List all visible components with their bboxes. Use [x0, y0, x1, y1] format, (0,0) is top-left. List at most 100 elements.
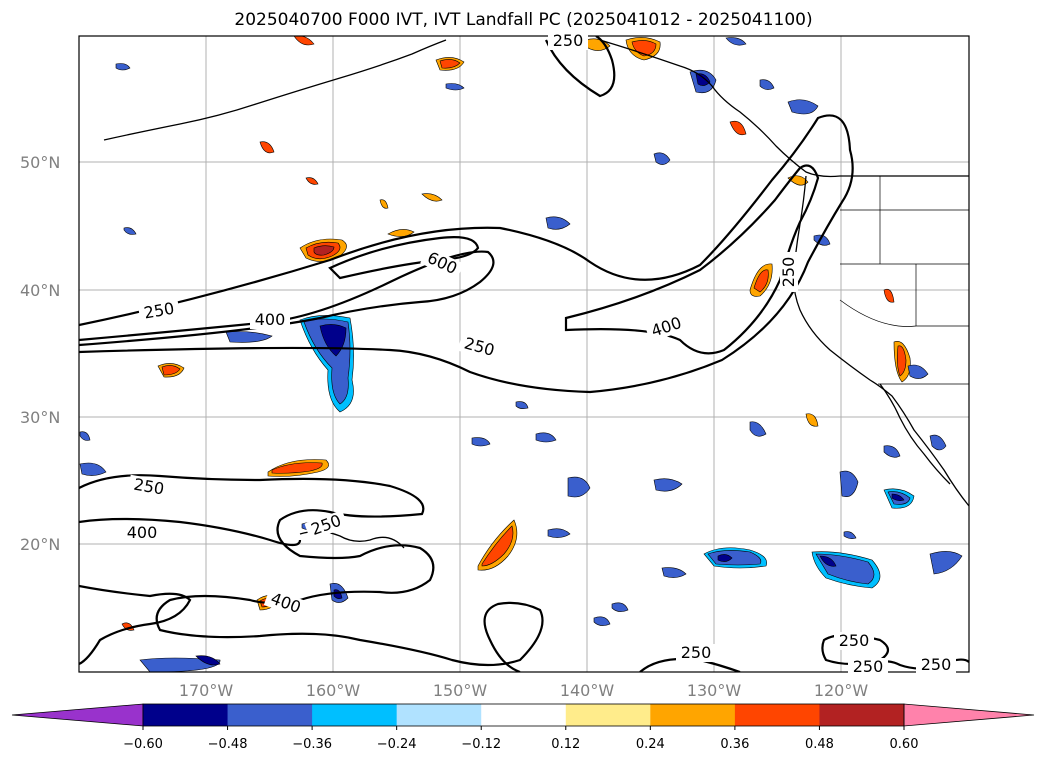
contour-label-bg [137, 298, 181, 324]
pos-blob [753, 269, 769, 293]
alaska-coast [599, 39, 969, 178]
colorbar-tick-label: −0.48 [208, 737, 248, 752]
contour-label-bg [122, 524, 162, 542]
contour-400-south [79, 517, 302, 547]
contour-label: 400 [127, 523, 158, 542]
lon-label-120: 120°W [814, 681, 869, 700]
neg-blob [653, 152, 671, 165]
contour-250-main [79, 114, 854, 394]
colorbar-tick-label: −0.12 [461, 737, 501, 752]
pos-blob [805, 413, 819, 427]
contour-label: 250 [839, 631, 870, 650]
pos-blob [259, 141, 275, 154]
colorbar-segment [734, 704, 820, 726]
colorbar-tick-label: 0.12 [551, 737, 580, 752]
lat-label-50: 50°N [20, 153, 60, 172]
pos-blob [387, 229, 415, 237]
pos-blob [481, 525, 514, 567]
neg-blob [471, 437, 491, 447]
pos-blob [379, 199, 389, 209]
contour-label-bg [420, 246, 465, 281]
aleutian-islands [103, 39, 447, 141]
neg-blob [115, 63, 131, 71]
contour-250-south [79, 474, 544, 672]
colorbar: −0.60 −0.48 −0.36 −0.24 −0.12 0.12 0.24 0.36 0.4… [11, 703, 1035, 752]
neg-blob [661, 567, 687, 578]
colorbar-segment [481, 704, 567, 726]
contour-label-bg [263, 588, 308, 619]
neg-blob [611, 602, 629, 612]
neg-blob [593, 616, 611, 626]
neg-blob [547, 528, 571, 538]
colorbar-segment [227, 704, 313, 726]
colorbar-frame [142, 703, 905, 727]
colorbar-segment [312, 704, 398, 726]
lat-label-30: 30°N [20, 408, 60, 427]
pos-blob [439, 59, 461, 69]
colorbar-tick-label: 0.24 [636, 737, 665, 752]
colorbar-tick-label: −0.36 [292, 737, 332, 752]
neg-blob [759, 79, 775, 90]
contour-label-bg [457, 333, 501, 362]
colorbar-tick-label: 0.48 [805, 737, 834, 752]
contour-label-bg [127, 474, 171, 500]
state-borders [839, 176, 969, 327]
contour-label-bg [644, 312, 689, 342]
colorbar-tick-label: −0.60 [123, 737, 163, 752]
positive-pc-regions [121, 36, 911, 631]
pos-blob [161, 365, 181, 376]
pos-blob [313, 245, 335, 256]
pos-blob [421, 193, 443, 202]
neg-blob [929, 551, 963, 575]
colorbar-extend-low [11, 703, 144, 727]
contour-label-bg [780, 252, 798, 292]
lat-label-20: 20°N [20, 535, 60, 554]
colorbar-extend-high [903, 703, 1035, 727]
contour-label: 250 [921, 655, 952, 674]
neg-blob [883, 445, 901, 458]
us-west-coast [792, 175, 969, 507]
coastlines [103, 39, 969, 549]
colorbar-tick-label: −0.24 [377, 737, 417, 752]
neg-blob [695, 73, 711, 86]
neg-blob [929, 434, 947, 451]
lat-label-40: 40°N [20, 281, 60, 300]
neg-blob [819, 555, 837, 567]
plot-frame [78, 35, 970, 673]
contour-label: 250 [779, 257, 798, 288]
lon-label-140: 140°W [560, 681, 615, 700]
colorbar-segment [143, 704, 229, 726]
pos-blob [883, 288, 895, 303]
state-border [839, 299, 917, 327]
neg-blob [545, 216, 571, 230]
lon-label-160: 160°W [306, 681, 361, 700]
map-title: 2025040700 F000 IVT, IVT Landfall PC (20… [234, 10, 813, 30]
contour-label-bg [304, 510, 349, 541]
contour-label: 250 [853, 657, 884, 676]
neg-blob [907, 364, 929, 379]
neg-blob [839, 470, 859, 497]
pos-blob [897, 345, 907, 377]
contour-label-bg [834, 632, 874, 650]
contour-label-bg [250, 311, 290, 329]
colorbar-tick-label: 0.36 [720, 737, 749, 752]
contour-label: 250 [681, 643, 712, 662]
neg-blob [445, 83, 465, 91]
contour-label: 400 [255, 310, 286, 329]
contour-label-bg [676, 644, 716, 662]
neg-blob [535, 432, 557, 443]
colorbar-segment [819, 704, 905, 726]
neg-blob [123, 227, 137, 235]
colorbar-segment [565, 704, 651, 726]
pos-blob [305, 177, 319, 185]
neg-blob [515, 401, 529, 409]
neg-blob [787, 99, 819, 115]
baja-peninsula [879, 383, 951, 485]
neg-blob [567, 476, 591, 498]
neg-blob [79, 462, 107, 476]
contour-label-bg [848, 658, 888, 676]
contour-label: 250 [553, 31, 584, 50]
colorbar-segment [650, 704, 736, 726]
lon-label-130: 130°W [687, 681, 742, 700]
